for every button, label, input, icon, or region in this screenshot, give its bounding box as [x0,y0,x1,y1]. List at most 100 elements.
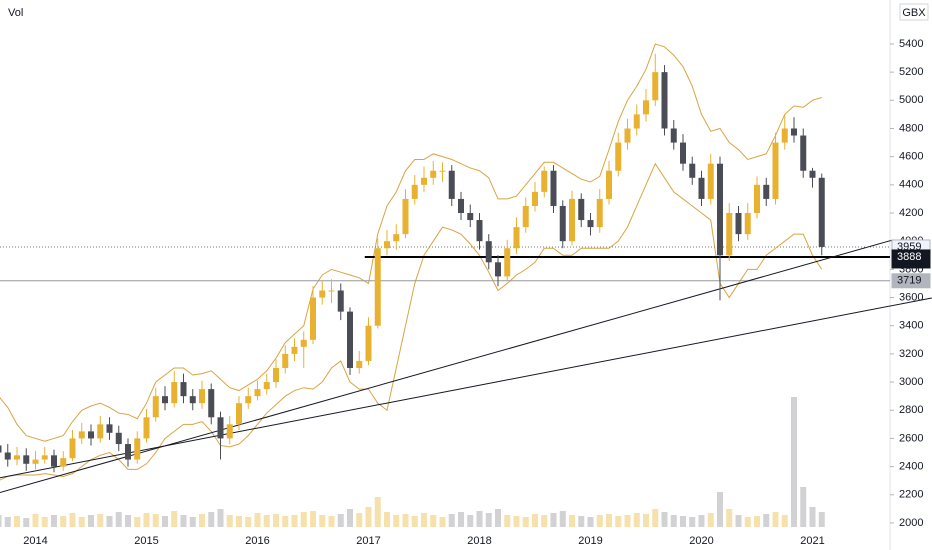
candle-body [60,458,67,467]
candle-body [143,417,150,439]
volume-bar [504,515,511,527]
candle-body [226,424,233,439]
volume-bar [402,514,409,527]
x-tick-label: 2015 [134,535,158,547]
candle-body [763,184,770,199]
volume-bar [4,517,11,527]
bollinger-upper [0,43,822,442]
volume-bar [310,511,316,527]
candle-body [263,382,270,390]
candle-body [319,290,326,298]
volume-bar [800,487,807,527]
candle-body [328,290,335,292]
candle-body [411,184,418,199]
volume-bar [217,509,224,527]
candle-body [310,297,316,340]
y-tick-label: 4600 [899,151,923,163]
volume-bar [273,514,279,527]
volume-bar [14,516,20,527]
y-tick-label: 2800 [899,404,923,416]
x-tick-label: 2020 [689,535,713,547]
candle-body [495,262,501,277]
volume-bar [291,515,298,527]
candle-body [134,438,141,460]
volume-title: Vol [8,7,23,19]
volume-bar [781,515,788,527]
candle-body [337,290,344,312]
volume-bar [513,516,520,527]
candle-body [14,455,20,460]
volume-bar [587,517,594,527]
x-tick-label: 2021 [800,535,824,547]
candle-body [291,346,298,354]
candle-body [402,198,409,235]
volume-bar [152,514,159,527]
volume-bar [88,515,94,527]
volume-bar [439,517,446,527]
volume-bar [411,516,418,527]
candle-body [633,114,640,129]
candle-body [384,241,390,249]
volume-bar [735,515,742,527]
volume-bar [495,509,501,527]
y-tick-label: 2400 [899,461,923,473]
candle-body [772,142,779,199]
level-label-box [891,273,931,289]
candle-body [236,403,242,425]
volume-bar [689,517,696,527]
candle-body [735,213,742,235]
volume-bar [226,515,233,527]
y-tick-label: 2000 [899,517,923,529]
candle-body [0,445,2,453]
x-tick-label: 2018 [467,535,491,547]
candle-body [559,205,566,242]
volume-bar [448,514,455,527]
candle-body [300,339,307,347]
volume-bar [707,513,714,527]
volume-bar [661,512,668,527]
volume-bar [578,516,585,527]
volume-bar [143,513,150,527]
candle-body [282,353,289,368]
x-tick-label: 2019 [578,535,602,547]
volume-bar [282,516,289,527]
candle-body [254,389,261,397]
volume-bar [0,515,2,527]
candle-body [448,170,455,199]
volume-bar [559,511,566,527]
y-tick-label: 5000 [899,94,923,106]
currency-box [899,3,929,21]
volume-bar [744,517,751,527]
volume-bar [41,517,48,527]
volume-bar [809,507,816,527]
candle-body [171,382,178,404]
candle-body [754,184,760,214]
volume-bar [115,512,122,527]
volume-bar [596,515,603,527]
level-label: 3719 [897,275,921,287]
volume-bar [615,516,622,527]
candle-body [550,170,557,206]
candle-body [643,100,649,115]
candle-body [69,438,76,459]
candle-body [541,170,548,192]
candle-body [467,213,474,221]
bollinger-lower [0,162,823,481]
candle-body [273,367,279,383]
candle-body [522,205,529,228]
candle-body [532,191,538,206]
volume-bar [467,515,474,527]
volume-bar [254,513,261,527]
volume-bar [106,516,113,527]
y-tick-label: 3600 [899,291,923,303]
volume-bar [791,397,797,527]
volume-bar [458,512,464,527]
candle-body [569,198,575,242]
candle-body [421,177,427,185]
volume-bar [393,515,400,527]
volume-bar [365,507,372,527]
volume-bar [189,517,196,527]
candle-body [199,389,205,404]
volume-bar [199,514,205,527]
